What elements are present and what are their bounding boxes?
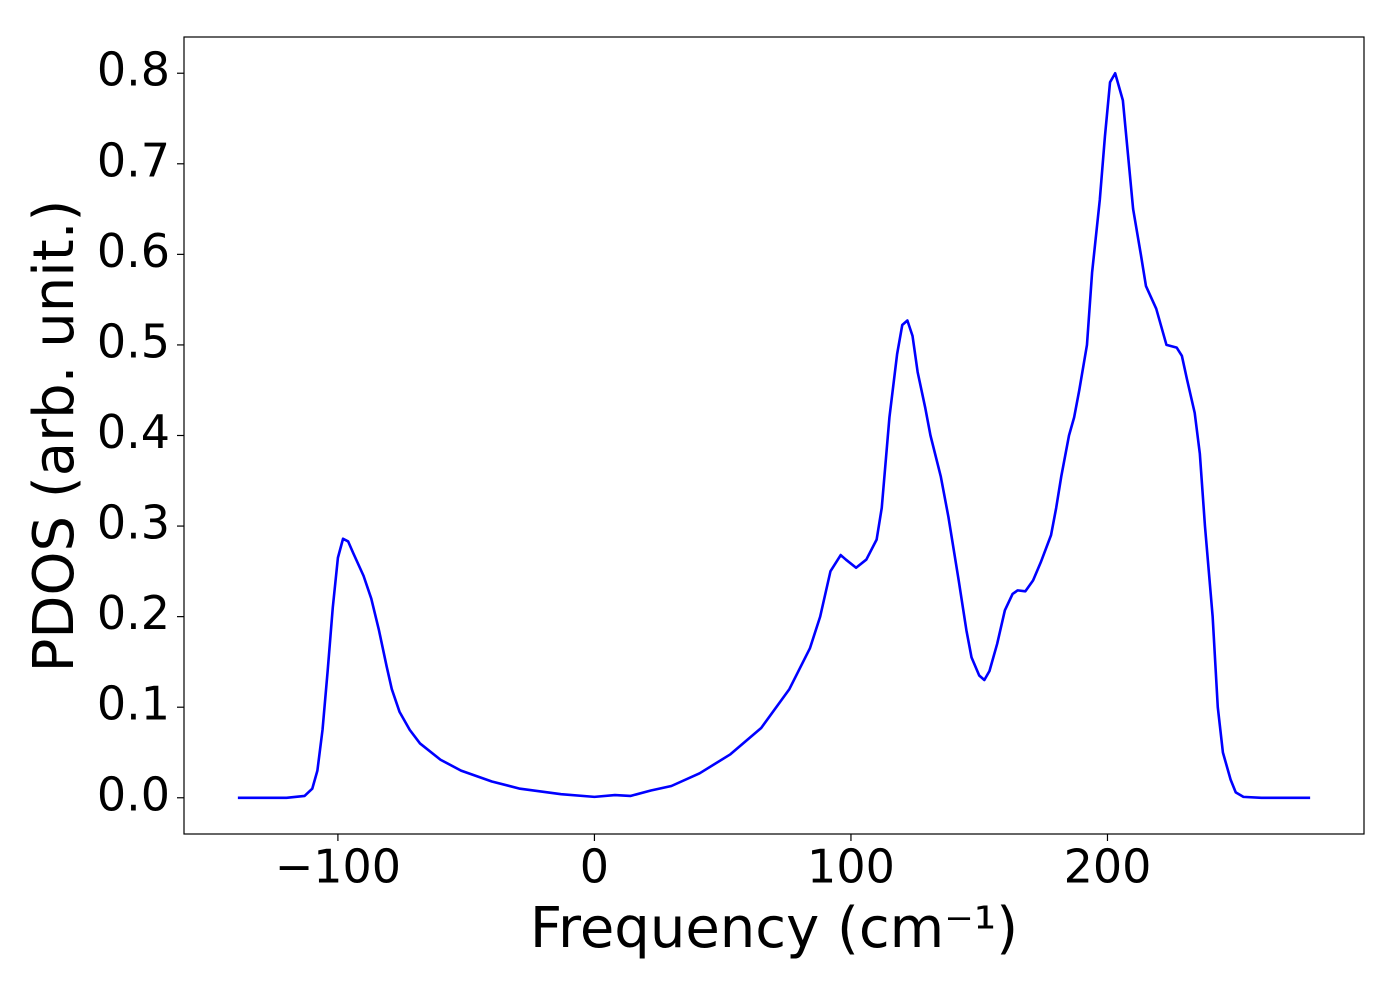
y-tick-label: 0.0 bbox=[97, 767, 170, 821]
y-tick-label: 0.3 bbox=[97, 496, 170, 550]
data-line bbox=[237, 71, 1311, 800]
y-tick-label: 0.4 bbox=[97, 405, 170, 459]
x-tick-label: 100 bbox=[807, 840, 895, 894]
y-tick-label: 0.8 bbox=[97, 43, 170, 97]
y-tick-label: 0.6 bbox=[97, 224, 170, 278]
x-axis-label: Frequency (cm⁻¹) bbox=[530, 896, 1018, 961]
y-tick-label: 0.2 bbox=[97, 586, 170, 640]
y-tick-label: 0.1 bbox=[97, 677, 170, 731]
x-tick-label: 200 bbox=[1064, 840, 1152, 894]
x-tick-label: 0 bbox=[580, 840, 609, 894]
x-tick-label: −100 bbox=[275, 840, 401, 894]
y-tick-label: 0.5 bbox=[97, 314, 170, 368]
plot-frame bbox=[183, 36, 1365, 835]
y-tick-label: 0.7 bbox=[97, 133, 170, 187]
y-axis-label: PDOS (arb. unit.) bbox=[22, 200, 87, 673]
